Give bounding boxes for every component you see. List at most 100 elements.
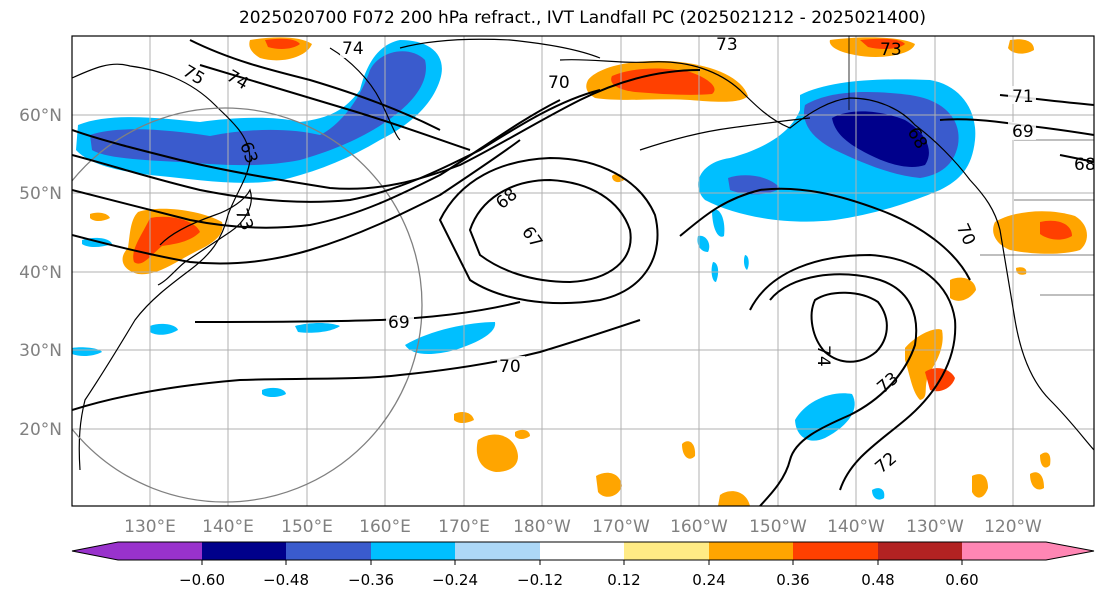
shade-orange-small-7 xyxy=(972,474,988,498)
contour-74a xyxy=(199,64,471,151)
lon-label: 130°W xyxy=(906,517,964,537)
shade-blue-small-5 xyxy=(72,347,102,357)
contour-71 xyxy=(72,99,561,229)
lat-label: 30°N xyxy=(19,341,62,361)
lat-label: 50°N xyxy=(19,184,62,204)
shade-orange-blob-2 xyxy=(596,472,622,497)
contour-70a xyxy=(72,139,521,265)
shade-orange-small-3 xyxy=(950,277,976,301)
contour-69 xyxy=(194,301,521,323)
lon-label: 160°W xyxy=(670,517,728,537)
map-title: 2025020700 F072 200 hPa refract., IVT La… xyxy=(238,8,926,28)
contour-label: 70 xyxy=(548,73,570,93)
lon-label: 130°E xyxy=(124,517,176,537)
shade-blue-small-4 xyxy=(150,323,178,335)
shade-orange-small-11 xyxy=(1016,267,1027,275)
contour-73a xyxy=(72,69,701,190)
shade-orange-small-9 xyxy=(1030,472,1044,490)
coast-japan xyxy=(157,188,252,286)
shade-blue-small-9 xyxy=(743,255,749,270)
contour-label: 73 xyxy=(880,40,902,60)
contour-74b xyxy=(810,291,888,363)
contour-75 xyxy=(189,39,441,131)
lon-label: 120°W xyxy=(984,517,1042,537)
lon-label: 180°W xyxy=(513,517,571,537)
coast-north-america xyxy=(559,59,1094,451)
contour-label: 69 xyxy=(388,313,410,333)
colorbar-tick-label: −0.36 xyxy=(348,571,394,589)
colorbar-tick-label: 0.60 xyxy=(945,571,978,589)
lon-label: 170°W xyxy=(592,517,650,537)
contour-67 xyxy=(468,178,632,284)
colorbar-segment xyxy=(709,542,793,560)
colorbar-segment xyxy=(793,542,878,560)
colorbar-segment xyxy=(540,542,624,560)
contour-label: 73 xyxy=(716,35,738,55)
colorbar-segment xyxy=(878,542,962,560)
contour-label: 71 xyxy=(1012,87,1034,107)
shade-blue-small-6 xyxy=(712,209,725,237)
lon-label: 170°E xyxy=(438,517,490,537)
lon-labels: 130°E 140°E 150°E 160°E 170°E 180°W 170°… xyxy=(124,517,1042,537)
contour-73b xyxy=(759,273,918,506)
colorbar-tick-label: 0.24 xyxy=(692,571,725,589)
contour-72b xyxy=(749,253,957,491)
shade-blue-small-7 xyxy=(697,235,710,252)
refractivity-contours xyxy=(72,39,1094,506)
coastlines xyxy=(72,36,1094,471)
colorbar-tick-labels: −0.60 −0.48 −0.36 −0.24 −0.12 0.12 0.24 … xyxy=(179,571,979,589)
contour-label: 68 xyxy=(1074,155,1096,175)
lat-label: 60°N xyxy=(19,106,62,126)
shade-orange-small-5 xyxy=(515,429,530,439)
contour-68 xyxy=(438,156,659,305)
colorbar-ticks xyxy=(201,560,963,565)
lon-label: 140°W xyxy=(827,517,885,537)
colorbar-segment xyxy=(624,542,709,560)
colorbar-tick-label: 0.36 xyxy=(776,571,809,589)
colorbar-tick-label: −0.48 xyxy=(263,571,309,589)
colorbar-tick-label: −0.24 xyxy=(432,571,478,589)
lon-label: 150°W xyxy=(749,517,807,537)
colorbar-tick-label: −0.12 xyxy=(517,571,563,589)
colorbar-extend-low xyxy=(72,542,118,560)
shade-nw-us-red xyxy=(1040,220,1072,240)
contour-70b xyxy=(72,319,641,411)
shade-orange-small-1 xyxy=(90,212,110,221)
coast-kamchatka xyxy=(329,47,401,141)
coast-aleutians xyxy=(639,117,811,151)
colorbar-segment xyxy=(962,542,1046,560)
shade-orange-small-2 xyxy=(1008,39,1034,54)
shade-arctic-red xyxy=(860,38,905,49)
contour-label: 69 xyxy=(1012,122,1034,142)
shade-blue-small-10 xyxy=(872,488,885,500)
contour-70c xyxy=(679,187,971,281)
lon-label: 140°E xyxy=(202,517,254,537)
colorbar-extend-high xyxy=(1046,542,1094,560)
lon-label: 150°E xyxy=(281,517,333,537)
shade-alaska-red xyxy=(611,68,715,95)
contour-label: 74 xyxy=(342,39,364,59)
contour-68b xyxy=(1059,154,1094,163)
shade-orange-blob-1 xyxy=(476,434,518,472)
shade-central-blue xyxy=(405,322,496,355)
map-frame xyxy=(71,35,1095,507)
shade-kamchatka-mid xyxy=(90,51,426,166)
shade-top-red xyxy=(265,38,300,49)
contour-label: 74 xyxy=(813,345,833,367)
colorbar-tick-label: 0.48 xyxy=(861,571,894,589)
colorbar-tick-label: 0.12 xyxy=(607,571,640,589)
colorbar-segment xyxy=(202,542,286,560)
shade-orange-small-8 xyxy=(1040,452,1051,468)
ivt-positive-shading xyxy=(90,37,1087,506)
shade-blue-small-3 xyxy=(262,387,286,397)
colorbar-tick-label: −0.60 xyxy=(179,571,225,589)
map-plot-area: 74 75 74 73 73 71 70 69 68 68 67 70 69 7… xyxy=(71,35,1096,507)
contour-72 xyxy=(72,89,601,203)
contour-label: 70 xyxy=(499,357,521,377)
shade-blue-small-1 xyxy=(295,323,340,333)
colorbar-outline xyxy=(71,541,1095,561)
coast-asia xyxy=(72,63,251,471)
shade-orange-blob-3 xyxy=(718,491,750,506)
colorbar-segment xyxy=(286,542,371,560)
